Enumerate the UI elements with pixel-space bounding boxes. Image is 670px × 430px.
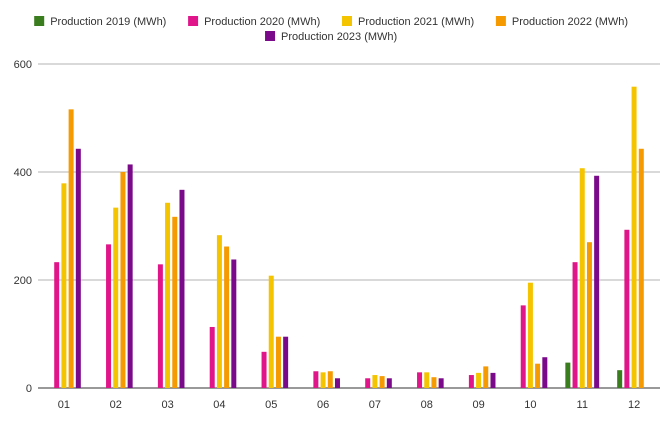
bar-11-series-1: [565, 362, 571, 388]
grid-lines: [38, 63, 660, 389]
bar-05-series-4: [275, 336, 281, 388]
legend-item: Production 2022 (MWh): [495, 16, 628, 28]
bar-04-series-5: [231, 259, 237, 388]
legend-swatch: [34, 16, 45, 26]
bar-09-series-2: [468, 375, 474, 388]
y-tick-label: 400: [14, 167, 32, 179]
legend-label: Production 2019 (MWh): [50, 16, 166, 28]
bar-03-series-5: [179, 189, 185, 388]
bar-10-series-5: [542, 357, 548, 388]
bar-12-series-2: [624, 229, 630, 388]
x-axis: 01 02 03 04 05 06 07 08 09 10 11 12: [58, 399, 640, 411]
x-tick-label: 07: [369, 399, 381, 411]
bar-04-series-3: [216, 235, 222, 388]
bar-03-series-2: [157, 264, 163, 388]
x-tick-label: 02: [110, 399, 122, 411]
bar-05-series-3: [268, 275, 274, 388]
bar-07-series-2: [365, 378, 371, 388]
x-tick-label: 06: [317, 399, 329, 411]
bar-03-series-3: [165, 202, 171, 388]
y-tick-label: 0: [26, 383, 32, 395]
x-tick-label: 09: [472, 399, 484, 411]
bar-10-series-2: [520, 305, 526, 388]
bar-06-series-3: [320, 372, 326, 388]
bar-07-series-5: [386, 378, 392, 388]
bar-10-series-3: [527, 282, 533, 388]
legend-label: Production 2020 (MWh): [204, 16, 320, 28]
legend-swatch: [265, 31, 276, 41]
legend: Production 2019 (MWh) Production 2020 (MW…: [34, 16, 628, 43]
bar-04-series-2: [209, 326, 215, 388]
legend-label: Production 2022 (MWh): [512, 16, 628, 28]
bar-09-series-3: [476, 372, 482, 388]
bar-09-series-5: [490, 372, 496, 388]
legend-label: Production 2021 (MWh): [358, 16, 474, 28]
legend-item: Production 2019 (MWh): [34, 16, 166, 28]
bar-06-series-2: [313, 371, 319, 388]
y-tick-label: 600: [14, 59, 32, 71]
bars: [54, 86, 644, 389]
bar-02-series-5: [127, 164, 133, 388]
bar-12-series-4: [638, 148, 644, 388]
legend-swatch: [342, 16, 352, 26]
bar-05-series-2: [261, 351, 267, 388]
x-tick-label: 10: [524, 399, 536, 411]
bar-03-series-4: [172, 216, 178, 388]
bar-11-series-2: [572, 262, 578, 388]
bar-12-series-1: [617, 370, 623, 388]
bar-01-series-4: [68, 109, 74, 389]
legend-swatch: [188, 16, 199, 26]
y-tick-label: 200: [14, 275, 32, 287]
bar-11-series-5: [594, 175, 600, 388]
bar-02-series-3: [113, 207, 119, 388]
bar-08-series-4: [431, 377, 437, 388]
bar-02-series-2: [106, 244, 112, 388]
x-tick-label: 05: [265, 399, 277, 411]
bar-05-series-5: [283, 336, 289, 388]
bar-06-series-5: [334, 378, 340, 388]
legend-item: Production 2021 (MWh): [342, 16, 474, 28]
legend-label: Production 2023 (MWh): [281, 31, 397, 43]
bar-04-series-4: [224, 246, 230, 388]
bar-02-series-4: [120, 172, 126, 388]
x-tick-label: 12: [628, 399, 640, 411]
legend-item: Production 2023 (MWh): [265, 31, 397, 43]
bar-10-series-4: [535, 363, 541, 388]
bar-06-series-4: [327, 371, 333, 388]
bar-08-series-3: [424, 372, 430, 388]
bar-11-series-3: [579, 168, 585, 388]
bar-09-series-4: [483, 366, 489, 388]
legend-swatch: [495, 16, 506, 26]
bar-08-series-5: [438, 378, 444, 388]
legend-item: Production 2020 (MWh): [188, 16, 320, 28]
bar-01-series-5: [75, 148, 81, 388]
x-tick-label: 01: [58, 399, 70, 411]
bar-11-series-4: [586, 242, 592, 388]
x-tick-label: 08: [421, 399, 433, 411]
x-tick-label: 03: [161, 399, 173, 411]
y-axis: 0 200 400 600: [14, 59, 32, 395]
bar-01-series-2: [54, 262, 60, 388]
bar-12-series-3: [631, 86, 637, 389]
bar-07-series-3: [372, 375, 378, 388]
x-tick-label: 11: [577, 399, 588, 411]
x-tick-label: 04: [213, 399, 225, 411]
bar-07-series-4: [379, 376, 385, 388]
bar-01-series-3: [61, 183, 67, 388]
bar-08-series-2: [417, 372, 423, 388]
